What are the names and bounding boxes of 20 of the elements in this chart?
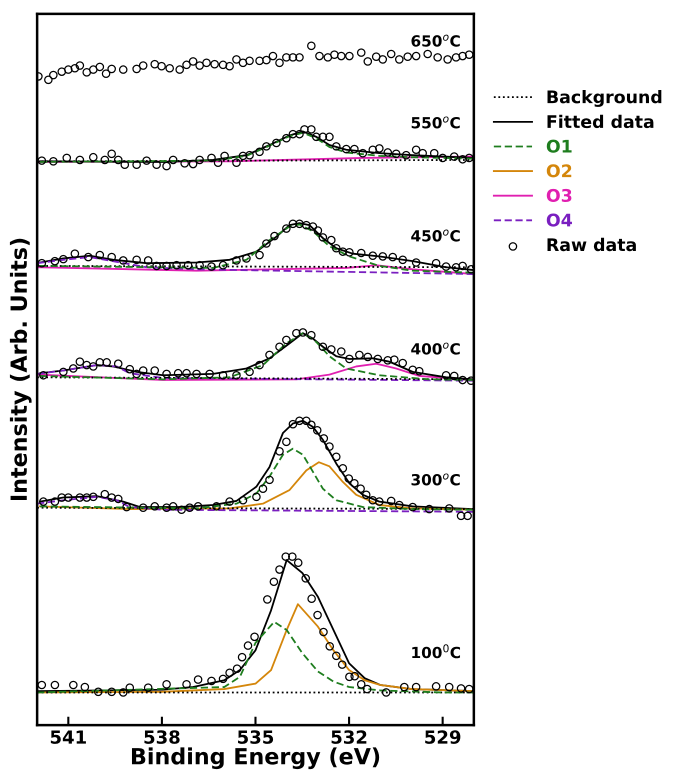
annotation: 650$^{o}$C — [411, 34, 460, 47]
y-axis-title: Intensity (Arb. Units) — [10, 238, 32, 500]
x-axis-title: Binding Energy (eV) — [132, 747, 380, 770]
x-tick-label: 529 — [425, 730, 460, 744]
x-tick-label: 538 — [144, 730, 180, 744]
legend-label: O3 — [546, 188, 572, 202]
legend-label: Fitted data — [548, 114, 654, 128]
annotation: 450$^{o}$C — [411, 230, 460, 242]
x-tick-label: 541 — [50, 730, 86, 744]
annotation: 300$^{o}$C — [412, 473, 460, 486]
x-tick-label: 535 — [238, 730, 274, 744]
legend-label: Background — [548, 90, 662, 107]
annotation: 100$^{0}$C — [412, 644, 460, 658]
annotation: 400$^{o}$C — [411, 342, 460, 355]
legend-label: Raw data — [548, 238, 636, 252]
x-tick-label: 532 — [332, 730, 366, 744]
legend-label: O4 — [546, 214, 572, 227]
legend-label: O2 — [546, 164, 572, 178]
legend-label: O1 — [546, 140, 572, 153]
annotation: 550$^{o}$C — [412, 116, 460, 128]
